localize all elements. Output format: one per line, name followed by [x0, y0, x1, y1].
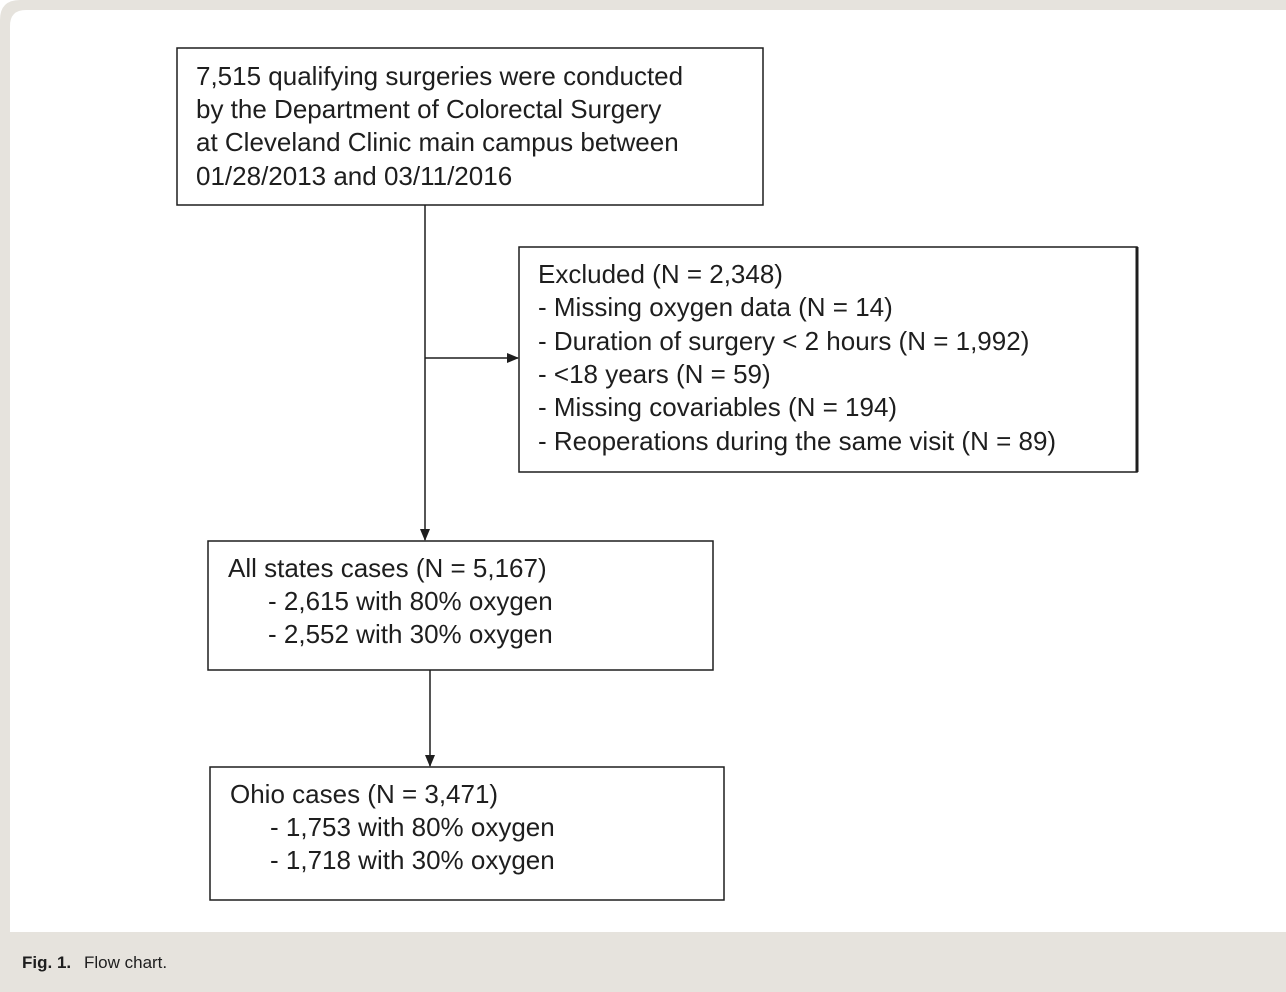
node-line: at Cleveland Clinic main campus between: [196, 127, 679, 157]
node-line: - Reoperations during the same visit (N …: [538, 426, 1056, 456]
node-line: - 1,718 with 30% oxygen: [270, 845, 555, 875]
box: [176, 47, 764, 206]
node-line: - 2,552 with 30% oxygen: [268, 619, 553, 649]
node-line: - Missing covariables (N = 194): [538, 392, 897, 422]
box: [207, 540, 714, 671]
node-line: Ohio cases (N = 3,471): [230, 779, 498, 809]
node: 7,515 qualifying surgeries were conducte…: [196, 61, 683, 191]
box: [209, 766, 725, 901]
node-line: - 2,615 with 80% oxygen: [268, 586, 553, 616]
node: Ohio cases (N = 3,471) - 1,753 with 80% …: [230, 779, 555, 875]
boxes: [176, 47, 1139, 901]
node-line: by the Department of Colorectal Surgery: [196, 94, 661, 124]
node-line: 01/28/2013 and 03/11/2016: [196, 161, 512, 191]
caption-text: Flow chart.: [84, 953, 167, 972]
node-line: - 1,753 with 80% oxygen: [270, 812, 555, 842]
node: Excluded (N = 2,348) - Missing oxygen da…: [538, 259, 1056, 456]
node-line: - <18 years (N = 59): [538, 359, 771, 389]
box: [518, 246, 1138, 473]
caption-label: Fig. 1.: [22, 953, 71, 972]
node-line: - Duration of surgery < 2 hours (N = 1,9…: [538, 326, 1029, 356]
node-line: - Missing oxygen data (N = 14): [538, 292, 893, 322]
node-line: 7,515 qualifying surgeries were conducte…: [196, 61, 683, 91]
node-line: Excluded (N = 2,348): [538, 259, 783, 289]
node: All states cases (N = 5,167) - 2,615 wit…: [228, 553, 553, 649]
connectors: [420, 205, 519, 767]
node-line: All states cases (N = 5,167): [228, 553, 547, 583]
